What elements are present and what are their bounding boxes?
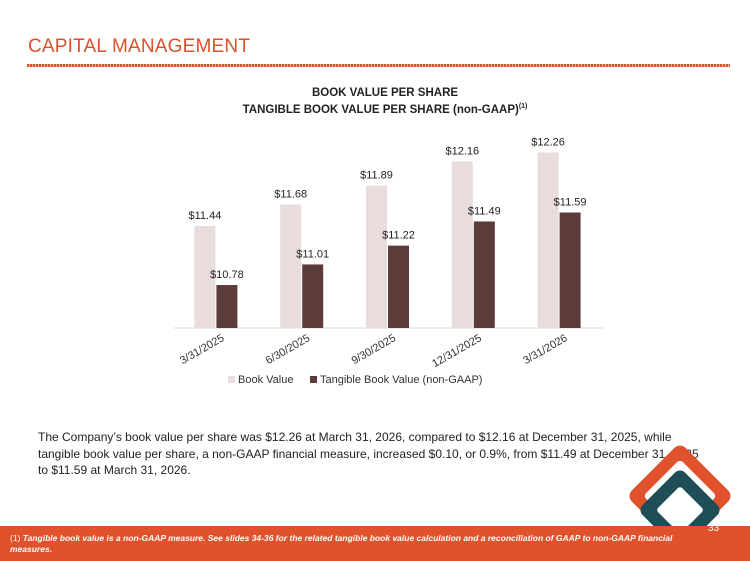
book-value-label-4: $12.16 [445,145,479,157]
x-tick-label-5: 3/31/2026 [521,332,569,367]
legend-swatch-1 [228,376,235,383]
tangible-book-value-bar-2 [302,264,324,328]
title-divider [27,64,730,67]
book-value-bar-3 [366,185,387,328]
tangible-book-value-label-1: $10.78 [210,269,244,281]
chart-subtitle-text: TANGIBLE BOOK VALUE PER SHARE (non-GAAP) [242,103,519,116]
tangible-book-value-bar-1 [216,285,238,328]
tangible-book-value-bar-4 [473,221,495,328]
tangible-book-value-bar-3 [388,245,409,328]
book-value-label-2: $11.68 [274,188,307,200]
tangible-book-value-label-3: $11.22 [382,230,415,242]
tangible-book-value-label-2: $11.01 [296,248,329,260]
legend-label-1: Book Value [238,374,293,386]
book-value-bar-5 [537,152,559,328]
book-value-bar-2 [280,204,302,328]
footer-bar [0,526,750,561]
book-value-label-1: $11.44 [188,210,221,222]
book-value-bar-4 [451,161,473,328]
chart-title-block: BOOK VALUE PER SHARE TANGIBLE BOOK VALUE… [0,87,750,117]
book-value-label-3: $11.89 [360,170,393,182]
chart-title: BOOK VALUE PER SHARE [311,87,459,99]
x-tick-label-4: 12/31/2025 [430,332,484,370]
book-value-label-5: $12.26 [531,137,565,149]
x-tick-label-3: 9/30/2025 [350,332,398,367]
summary-paragraph: The Company’s book value per share was $… [38,430,699,477]
tangible-book-value-label-4: $11.49 [468,205,501,217]
book-value-bar-1 [194,225,216,328]
book-value-bar-chart: $11.44 $10.78 3/31/2025 $11.68 $11.01 6/30/20… [174,137,603,386]
legend-label-2: Tangible Book Value (non-GAAP) [320,374,482,386]
tangible-book-value-bar-5 [559,212,581,328]
x-tick-label-1: 3/31/2025 [178,332,226,367]
page-title: CAPITAL MANAGEMENT [28,36,251,57]
chart-subtitle-footnote: (1) [518,103,528,110]
footnote-text: Tangible book value is a non-GAAP measur… [10,533,673,554]
tangible-book-value-label-5: $11.59 [554,197,587,209]
page-number: 33 [708,523,720,534]
footnote-marker: (1) [10,533,21,543]
legend-swatch-2 [310,376,317,383]
chart-subtitle: TANGIBLE BOOK VALUE PER SHARE (non-GAAP)… [0,100,750,117]
x-tick-label-2: 6/30/2025 [264,332,312,367]
footnote: (1) Tangible book value is a non-GAAP me… [10,533,700,555]
